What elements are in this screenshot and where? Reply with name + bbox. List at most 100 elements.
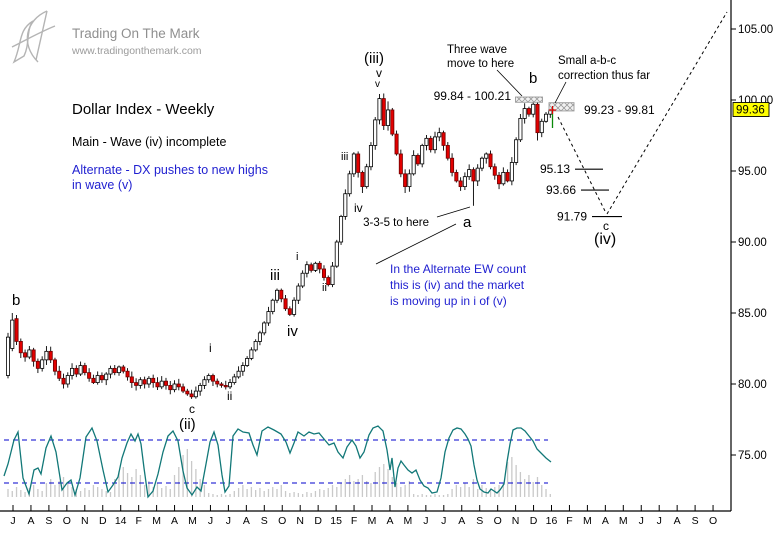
candle-down: [112, 367, 117, 374]
x-tick-label: J: [639, 515, 644, 527]
candle-down: [35, 360, 40, 369]
candle-down: [356, 153, 361, 173]
target-zone: [548, 102, 575, 112]
wave-label: v: [376, 66, 382, 80]
candle-up: [146, 377, 151, 385]
candle-up: [368, 145, 373, 168]
wave-label: c: [189, 402, 195, 416]
candle-down: [142, 379, 147, 385]
candle-down: [61, 377, 66, 385]
x-tick-label: M: [619, 515, 628, 527]
candle-down: [398, 153, 403, 175]
candle-down: [129, 376, 134, 383]
candle-up: [27, 349, 32, 358]
current-price-tag: 99.36: [732, 102, 770, 117]
candle-up: [539, 120, 544, 134]
wave-label: b: [529, 70, 537, 87]
candle-up: [292, 299, 297, 315]
candle-up: [202, 379, 207, 386]
candle-up: [386, 109, 391, 126]
candle-down: [526, 108, 531, 115]
candle-up: [518, 118, 523, 141]
y-tick-label: 85.00: [738, 308, 767, 320]
candle-up: [236, 370, 241, 378]
x-tick-label: S: [261, 515, 268, 527]
forecast-level-label: 95.13: [540, 162, 570, 176]
candle-up: [462, 176, 467, 188]
candle-up: [509, 162, 514, 182]
candle-up: [108, 367, 113, 375]
x-tick-label: A: [458, 515, 465, 527]
candle-up: [198, 385, 203, 392]
candle-up: [6, 336, 11, 376]
candle-up: [479, 157, 484, 169]
annotation-pointer-line: [554, 81, 567, 104]
wave-label: iv: [287, 323, 298, 340]
candle-up: [138, 379, 143, 386]
wave-label: iv: [354, 201, 363, 215]
candle-up: [232, 376, 237, 383]
candle-up: [343, 193, 348, 217]
x-tick-label: D: [99, 515, 107, 527]
candle-up: [531, 103, 536, 115]
candle-up: [249, 349, 254, 359]
oscillator-line: [3, 425, 552, 499]
x-tick-label: A: [386, 515, 393, 527]
candle-down: [215, 380, 220, 385]
candle-down: [82, 365, 87, 374]
candle-down: [287, 308, 292, 315]
candle-down: [185, 390, 190, 395]
candle-down: [450, 157, 455, 173]
candle-down: [381, 98, 386, 126]
candle-down: [48, 350, 53, 361]
y-tick-label: 105.00: [738, 24, 773, 36]
ann-three-wave-line1: Three wave: [447, 44, 507, 56]
oscillator-panel: [3, 425, 552, 499]
current-price-value: 99.36: [736, 105, 765, 117]
price-zones: [515, 96, 575, 112]
x-tick-label: J: [208, 515, 213, 527]
ann-335: 3-3-5 to here: [363, 217, 429, 229]
x-tick-label: F: [351, 515, 357, 527]
candle-down: [441, 132, 446, 146]
candle-up: [228, 382, 233, 388]
candle-up: [65, 375, 70, 385]
candle-down: [360, 172, 365, 188]
candle-up: [117, 366, 122, 374]
annotation-pointer-line: [496, 69, 523, 97]
candle-down: [454, 172, 459, 182]
candle-down: [125, 370, 130, 378]
wave-label: ii: [227, 389, 232, 403]
logo-title: Trading On The Mark: [72, 26, 200, 41]
candle-up: [193, 390, 198, 398]
candle-up: [300, 272, 305, 287]
x-tick-label: A: [243, 515, 250, 527]
archer-logo-icon: [11, 10, 56, 64]
x-tick-label: A: [674, 515, 681, 527]
candle-up: [424, 137, 429, 146]
x-tick-label: N: [512, 515, 520, 527]
x-tick-label: O: [494, 515, 502, 527]
candle-up: [104, 373, 109, 381]
candle-up: [172, 383, 177, 391]
candle-down: [134, 382, 139, 386]
y-tick-label: 95.00: [738, 166, 767, 178]
candle-down: [415, 154, 420, 165]
x-tick-label: A: [171, 515, 178, 527]
candle-down: [219, 383, 224, 386]
ann-alt-note-line2: this is (iv) and the market: [390, 278, 525, 292]
x-tick-label: M: [368, 515, 377, 527]
candle-down: [497, 174, 502, 185]
candlestick-series: [6, 93, 553, 399]
x-tick-label: D: [530, 515, 538, 527]
forecast-level-label: 91.79: [557, 210, 587, 224]
x-tick-label: J: [10, 515, 15, 527]
candle-up: [420, 145, 425, 165]
x-tick-label: J: [657, 515, 662, 527]
wave-label: iii: [270, 267, 280, 284]
candle-down: [505, 172, 510, 182]
candle-up: [44, 350, 49, 361]
candle-down: [74, 367, 79, 375]
